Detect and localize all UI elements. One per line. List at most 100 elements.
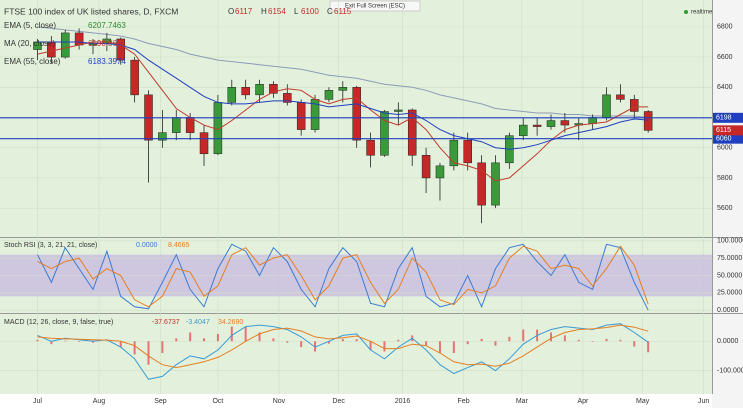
histogram-bar: [369, 341, 372, 351]
realtime-label: realtime: [691, 10, 713, 16]
candle-body: [449, 139, 459, 167]
exit-label[interactable]: Exit Full Screen (ESC): [345, 4, 405, 10]
histogram-bar: [36, 339, 39, 342]
pane-value: -3.4047: [186, 319, 210, 326]
candle-body: [172, 117, 181, 133]
histogram-bar: [91, 341, 94, 343]
pane-value: 8.4665: [168, 242, 190, 249]
candle-body: [130, 59, 139, 96]
candle-body: [435, 165, 445, 179]
y-tick-label: 5800: [717, 175, 733, 182]
ohlc-key: L: [294, 7, 299, 16]
histogram-bar: [563, 335, 566, 342]
histogram-bar: [438, 341, 441, 353]
y-tick-label: 0.0000: [717, 338, 739, 345]
candle-body: [227, 87, 237, 103]
candle-body: [241, 87, 250, 96]
candle-body: [366, 139, 375, 156]
candle-body: [60, 32, 70, 58]
legend-value: 6183.3974: [88, 57, 126, 66]
y-tick-label: 100.0000: [717, 238, 743, 245]
level-label: 6060: [716, 136, 732, 143]
histogram-bar: [314, 341, 317, 352]
ohlc-value: 6115: [334, 7, 352, 16]
ohlc-value: 6117: [235, 7, 253, 16]
histogram-bar: [300, 341, 303, 348]
candle-body: [352, 87, 361, 141]
histogram-bar: [175, 338, 178, 342]
candle-body: [421, 155, 431, 179]
candle-body: [477, 162, 486, 206]
histogram-bar: [466, 341, 469, 345]
histogram-bar: [133, 341, 136, 355]
candle-body: [532, 124, 542, 127]
histogram-bar: [258, 332, 261, 342]
x-tick-label: 2016: [395, 398, 411, 405]
y-tick-label: 5600: [717, 205, 733, 212]
y-tick-label: 6600: [717, 54, 733, 61]
indicator-line: [37, 41, 649, 150]
x-tick-label: Jun: [698, 398, 709, 405]
candle-body: [643, 111, 653, 131]
histogram-bar: [494, 341, 497, 346]
candle-body: [630, 99, 639, 112]
histogram-bar: [452, 341, 455, 353]
histogram-bar: [605, 338, 608, 342]
pane-value: 34.2690: [218, 319, 243, 326]
candle-body: [199, 132, 209, 155]
candle-body: [74, 32, 84, 46]
candle-body: [33, 41, 42, 50]
x-tick-label: Dec: [332, 398, 345, 405]
histogram-bar: [341, 338, 344, 342]
candle-body: [380, 111, 389, 156]
ohlc-key: O: [228, 7, 234, 16]
histogram-bar: [619, 339, 622, 342]
histogram-bar: [633, 341, 636, 347]
histogram-bar: [50, 341, 53, 345]
indicator-line: [37, 41, 649, 182]
indicator-line: [37, 324, 649, 369]
candle-body: [602, 94, 611, 118]
x-tick-label: Mar: [516, 398, 529, 405]
histogram-bar: [327, 341, 330, 344]
candle-body: [185, 117, 195, 133]
ohlc-value: 6100: [301, 7, 319, 16]
candle-body: [463, 139, 472, 164]
candle-body: [255, 84, 264, 96]
candle-body: [283, 93, 292, 103]
histogram-bar: [272, 338, 275, 342]
legend-name: MA (20, close): [4, 39, 55, 48]
y-tick-label: 6400: [717, 84, 733, 91]
candle-body: [616, 94, 625, 100]
ohlc-value: 6154: [268, 7, 286, 16]
level-tag: [713, 112, 743, 123]
y-tick-label: 50.0000: [717, 272, 742, 279]
realtime-dot: [684, 10, 688, 14]
histogram-bar: [647, 341, 650, 353]
candle-body: [116, 38, 125, 61]
indicator-line: [37, 323, 649, 380]
price-tag: [713, 125, 743, 136]
legend-name: EMA (5, close): [4, 21, 56, 30]
y-tick-label: 6800: [717, 24, 733, 31]
ohlc-key: H: [261, 7, 267, 16]
histogram-bar: [355, 339, 358, 342]
histogram-bar: [591, 341, 594, 342]
exit-button[interactable]: [329, 0, 421, 12]
level-label: 6198: [716, 115, 732, 122]
y-tick-label: -100.0000: [717, 367, 743, 374]
indicator-line: [37, 243, 649, 311]
x-tick-label: Sep: [154, 398, 167, 405]
histogram-bar: [550, 332, 553, 342]
candle-body: [296, 102, 306, 130]
indicator-line: [37, 245, 649, 308]
histogram-bar: [480, 338, 483, 342]
histogram-bar: [64, 340, 67, 342]
y-tick-label: 25.0000: [717, 290, 742, 297]
candle-body: [269, 84, 278, 94]
histogram-bar: [425, 341, 428, 346]
candle-body: [324, 90, 334, 100]
histogram-bar: [244, 326, 247, 342]
y-tick-label: 6000: [717, 145, 733, 152]
